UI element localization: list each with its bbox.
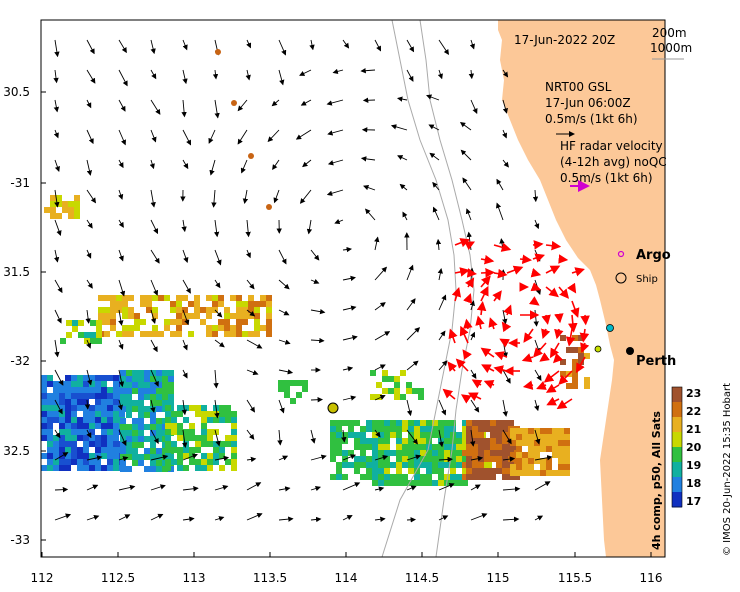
ship-legend-label: Ship [636,274,658,285]
sst-patches [41,195,590,486]
perth-marker [626,347,634,355]
x-axis: 112 112.5 113 113.5 114 114.5 115 115.5 116 [31,552,663,585]
y-tick-label: 31.5 [3,265,30,279]
y-tick-label: -33 [10,533,30,547]
model-label-name: NRT00 GSL [545,80,612,94]
isobath-label-1000m: 1000m [650,41,692,55]
sst-colorbar: 23 22 21 20 19 18 17 [671,386,702,508]
x-tick-label: 113.5 [253,571,287,585]
glider-marker [327,402,339,414]
drifter-track [215,49,272,210]
x-tick-label: 112.5 [101,571,135,585]
colorbar-tick: 23 [686,387,701,400]
date-label: 17-Jun-2022 20Z [514,33,615,47]
colorbar-tick: 18 [686,477,701,490]
hf-radar-arrows [442,238,590,410]
colorbar-tick: 17 [686,495,701,508]
mooring-marker [594,345,602,353]
model-label-time: 17-Jun 06:00Z [545,96,631,110]
land-western-australia [498,20,665,557]
x-tick-label: 116 [640,571,663,585]
x-tick-label: 115.5 [558,571,592,585]
x-tick-label: 113 [183,571,206,585]
y-tick-label: -31 [10,176,30,190]
x-tick-label: 114 [335,571,358,585]
ship-legend-marker [615,272,627,284]
y-tick-label: 30.5 [3,85,30,99]
credit-text: © IMOS 20-Jun-2022 15:35 Hobart [722,383,733,556]
colorbar-tick: 22 [686,405,701,418]
y-axis: 30.5 -31 31.5 -32 32.5 -33 [3,85,46,547]
colorbar-tick: 21 [686,423,701,436]
y-tick-label: -32 [10,354,30,368]
argo-legend-label: Argo [636,248,671,263]
colorbar-title: 4h comp, p50, All Sats [650,411,663,550]
colorbar-tick: 20 [686,441,702,454]
argo-legend-marker [617,250,625,258]
isobath-label-200m: 200m [652,26,687,40]
colorbar-tick: 19 [686,459,701,472]
y-tick-label: 32.5 [3,444,30,458]
model-label-scale: 0.5m/s (1kt 6h) [545,112,638,126]
model-current-arrows [53,39,553,523]
radar-label-title: HF radar velocity [560,139,663,153]
x-tick-label: 112 [31,571,54,585]
radar-label-scale: 0.5m/s (1kt 6h) [560,171,653,185]
x-tick-label: 115 [487,571,510,585]
x-tick-label: 114.5 [405,571,439,585]
plot-frame [40,19,666,558]
perth-label: Perth [636,354,676,369]
radar-label-avg: (4-12h avg) noQC [560,155,667,169]
ship-position-marker [606,324,614,332]
